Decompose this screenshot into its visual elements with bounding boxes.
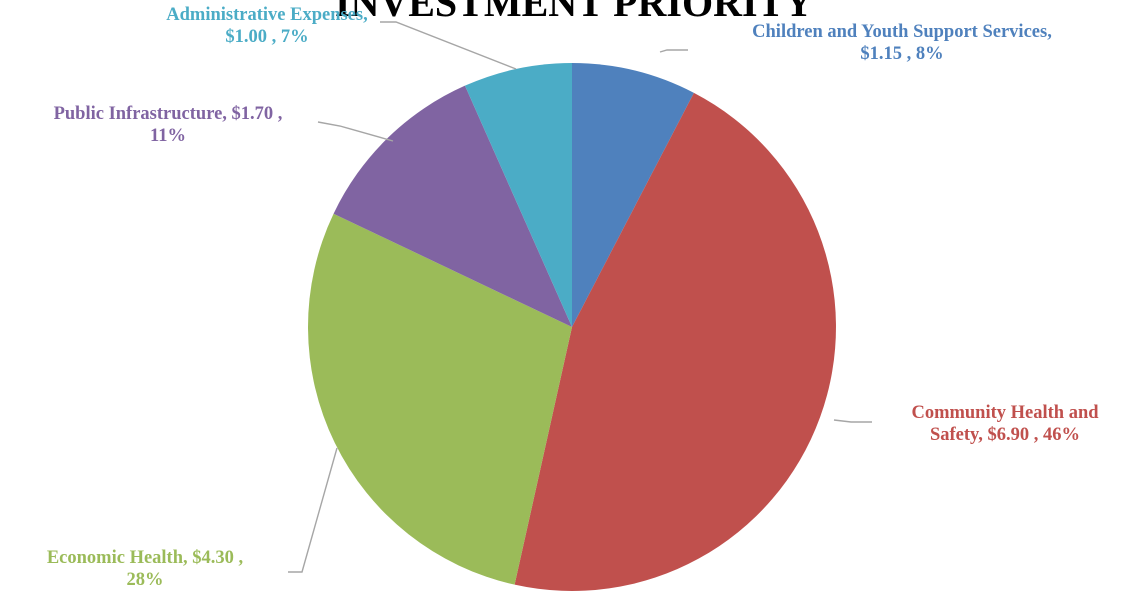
pie-slice-administrative-expenses xyxy=(464,63,572,327)
data-label-economic-health: Economic Health, $4.30 , 28% xyxy=(47,548,243,590)
chart-title: INVESTMENT PRIORITY xyxy=(335,0,813,25)
leader-line-community-health-and-safety xyxy=(833,419,872,423)
leader-line-children-and-youth-support-services xyxy=(659,49,688,53)
data-label-line: Children and Youth Support Services, xyxy=(752,22,1052,42)
data-label-line: Economic Health, $4.30 , xyxy=(47,548,243,568)
pie-slice-community-health-and-safety xyxy=(514,92,836,591)
data-label-line: Public Infrastructure, $1.70 , xyxy=(54,104,283,124)
pie-slice-public-infrastructure xyxy=(333,85,572,327)
slices-layer xyxy=(308,63,836,591)
data-label-line: 28% xyxy=(127,570,164,590)
pie-slice-children-and-youth-support-services xyxy=(572,63,694,327)
leader-lines-layer xyxy=(288,21,872,573)
data-label-line: Administrative Expenses, xyxy=(166,5,367,25)
data-label-line: $1.00 , 7% xyxy=(225,27,308,47)
data-label-line: Safety, $6.90 , 46% xyxy=(930,425,1080,445)
pie-slice-economic-health xyxy=(308,213,572,585)
data-label-administrative-expenses: Administrative Expenses, $1.00 , 7% xyxy=(166,5,367,47)
data-label-line: 11% xyxy=(150,126,186,146)
data-label-children-and-youth-support-services: Children and Youth Support Services, $1.1… xyxy=(752,22,1052,64)
data-labels-layer: Children and Youth Support Services, $1.1… xyxy=(47,5,1099,590)
leader-line-public-infrastructure xyxy=(317,121,394,142)
data-label-community-health-and-safety: Community Health and Safety, $6.90 , 46% xyxy=(911,403,1099,445)
data-label-line: Community Health and xyxy=(911,403,1099,423)
leader-line-economic-health xyxy=(288,447,338,573)
data-label-line: $1.15 , 8% xyxy=(860,44,943,64)
leader-line-administrative-expenses xyxy=(380,21,517,70)
data-label-public-infrastructure: Public Infrastructure, $1.70 , 11% xyxy=(54,104,283,146)
